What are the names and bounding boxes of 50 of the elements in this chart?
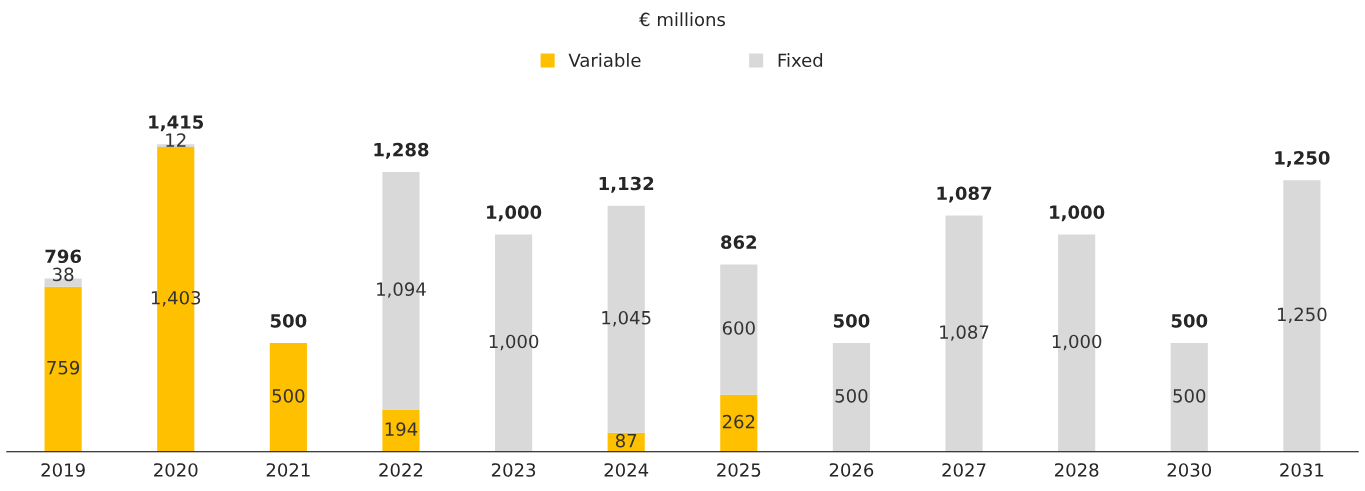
data-label: 500	[1173, 388, 1206, 403]
data-label: 1,087	[940, 325, 989, 341]
data-label: 194	[385, 422, 418, 436]
x-tick-label: 2023	[491, 463, 536, 477]
data-label: 1,094	[377, 282, 426, 298]
legend-label: Variable	[568, 53, 641, 68]
bar	[269, 343, 307, 452]
data-label: 759	[47, 360, 80, 375]
total-label: 1,132	[599, 176, 654, 193]
bar	[720, 394, 758, 452]
data-label: 1,250	[1278, 307, 1327, 324]
x-tick-label: 2026	[829, 463, 874, 477]
data-label: 1,000	[489, 334, 539, 351]
x-tick-label: 2022	[379, 463, 423, 477]
total-label: 500	[833, 313, 870, 328]
total-label: 1,000	[1050, 205, 1105, 222]
data-label: 87	[615, 433, 637, 448]
total-label: 1,288	[374, 142, 429, 159]
chart-title: € millions	[639, 12, 726, 27]
data-label: 1,000	[1052, 334, 1102, 351]
data-label: 1,045	[602, 310, 651, 327]
total-label: 1,415	[149, 115, 204, 132]
total-label: 500	[270, 313, 307, 328]
x-tick-label: 2028	[1054, 463, 1099, 477]
x-tick-label: 2027	[942, 463, 986, 477]
bar	[832, 343, 870, 452]
data-label: 262	[722, 414, 755, 429]
legend-label: Fixed	[778, 53, 823, 68]
total-label: 1,087	[937, 186, 992, 203]
bar	[720, 264, 758, 395]
x-tick-label: 2031	[1280, 463, 1324, 477]
x-tick-label: 2024	[604, 463, 649, 477]
total-label: 1,000	[487, 205, 542, 222]
bar	[1170, 343, 1208, 452]
data-label: 600	[722, 321, 755, 335]
x-tick-label: 2030	[1167, 463, 1212, 477]
bar	[382, 409, 420, 452]
data-label: 500	[272, 388, 305, 403]
total-label: 1,250	[1275, 151, 1330, 168]
total-label: 500	[1171, 313, 1208, 328]
total-label: 796	[45, 249, 82, 264]
total-label: 862	[721, 235, 757, 249]
x-tick-label: 2021	[266, 463, 310, 477]
bar	[44, 286, 82, 452]
data-label: 500	[835, 388, 868, 403]
x-tick-label: 2019	[41, 463, 85, 477]
x-tick-label: 2020	[154, 463, 198, 477]
data-label: 38	[53, 267, 74, 282]
data-label: 12	[166, 133, 186, 147]
x-tick-label: 2025	[717, 463, 761, 477]
